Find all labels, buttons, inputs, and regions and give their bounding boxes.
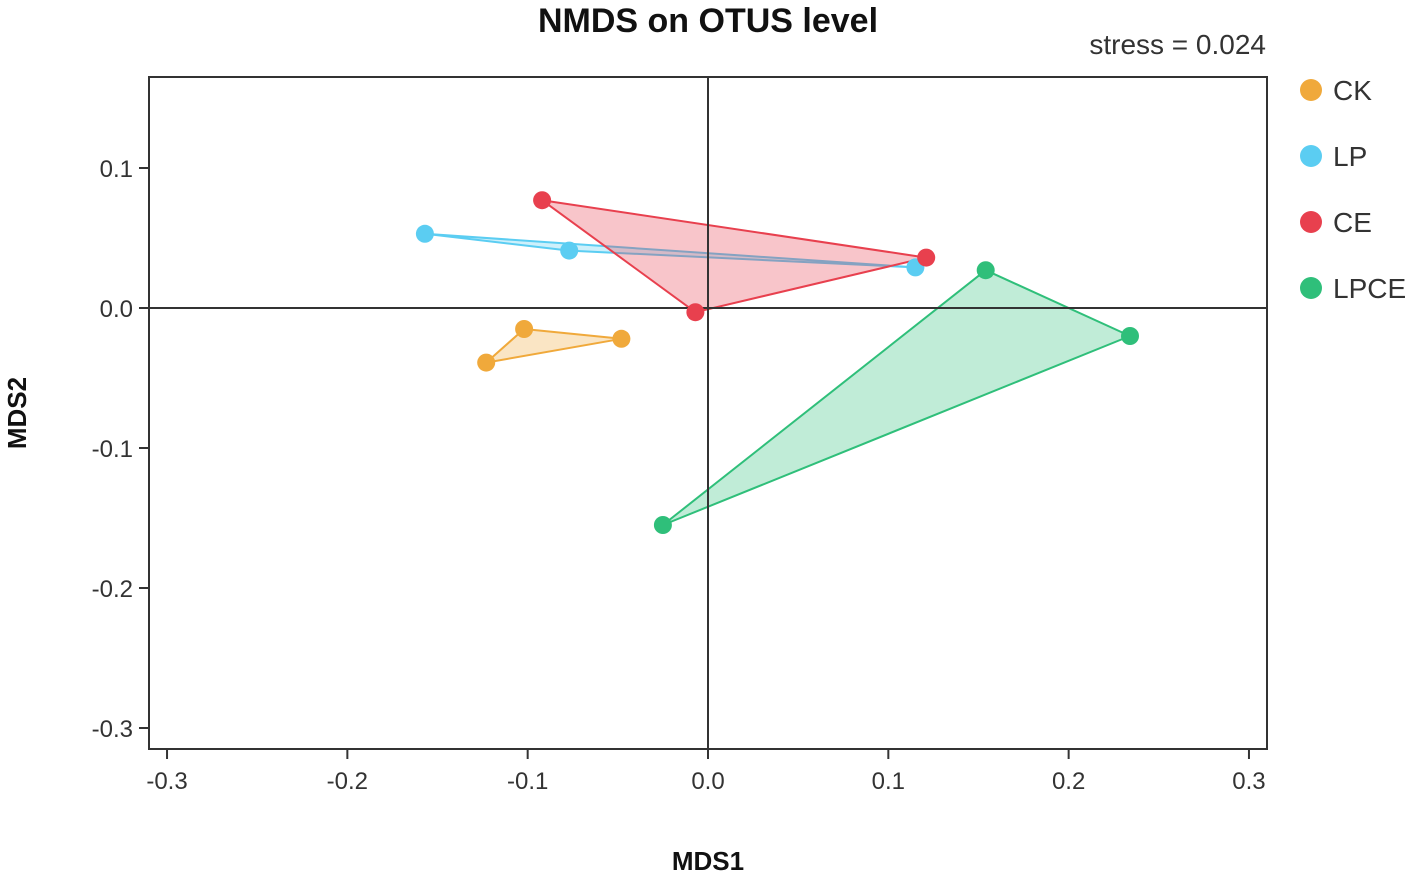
y-tick-label: -0.3 — [92, 716, 133, 743]
point-lpce-1 — [976, 261, 995, 280]
reference-lines — [149, 77, 1267, 749]
point-lp-2 — [560, 241, 579, 260]
hull-ck — [485, 328, 623, 364]
y-tick-label: -0.1 — [92, 436, 133, 463]
group-hulls — [423, 199, 1131, 526]
y-tick-label: 0.1 — [100, 156, 133, 183]
y-tick-label: -0.2 — [92, 576, 133, 603]
point-ck-1 — [515, 320, 534, 338]
x-tick-label: -0.1 — [507, 768, 548, 795]
x-tick-label: -0.3 — [146, 768, 187, 795]
point-ce-2 — [917, 248, 936, 267]
point-lp-1 — [415, 224, 434, 243]
hull-lp — [423, 232, 917, 269]
x-axis-ticks: -0.3 -0.2 -0.1 0.0 0.1 0.2 0.3 — [146, 749, 1266, 795]
y-tick-label: 0.0 — [100, 296, 133, 323]
legend-label-ce: CE — [1333, 207, 1372, 238]
point-lpce-2 — [1121, 327, 1139, 345]
x-tick-label: 0.2 — [1052, 768, 1085, 795]
legend-label-ck: CK — [1333, 75, 1372, 106]
x-axis-title: MDS1 — [672, 846, 744, 876]
point-ck-3 — [477, 353, 496, 372]
point-lpce-3 — [653, 516, 672, 534]
legend-label-lp: LP — [1333, 141, 1367, 172]
y-axis-title: MDS2 — [2, 377, 32, 449]
y-axis-ticks: 0.1 0.0 -0.1 -0.2 -0.3 — [92, 156, 149, 743]
point-ce-3 — [686, 303, 705, 322]
legend-marker-ck — [1300, 79, 1322, 101]
x-tick-label: 0.3 — [1232, 768, 1265, 795]
x-tick-label: 0.0 — [691, 768, 724, 795]
point-ck-2 — [612, 329, 631, 348]
hull-ce — [541, 199, 928, 314]
legend-marker-lp — [1300, 145, 1322, 167]
legend-label-lpce: LPCE — [1333, 273, 1406, 304]
stress-annotation: stress = 0.024 — [1089, 29, 1266, 60]
x-tick-label: 0.1 — [872, 768, 905, 795]
point-ce-1 — [533, 191, 552, 210]
legend-marker-ce — [1300, 211, 1322, 233]
chart-title: NMDS on OTUS level — [538, 2, 878, 40]
data-points — [415, 191, 1139, 534]
hull-lpce — [661, 269, 1131, 526]
x-tick-label: -0.2 — [327, 768, 368, 795]
legend-marker-lpce — [1300, 277, 1322, 299]
